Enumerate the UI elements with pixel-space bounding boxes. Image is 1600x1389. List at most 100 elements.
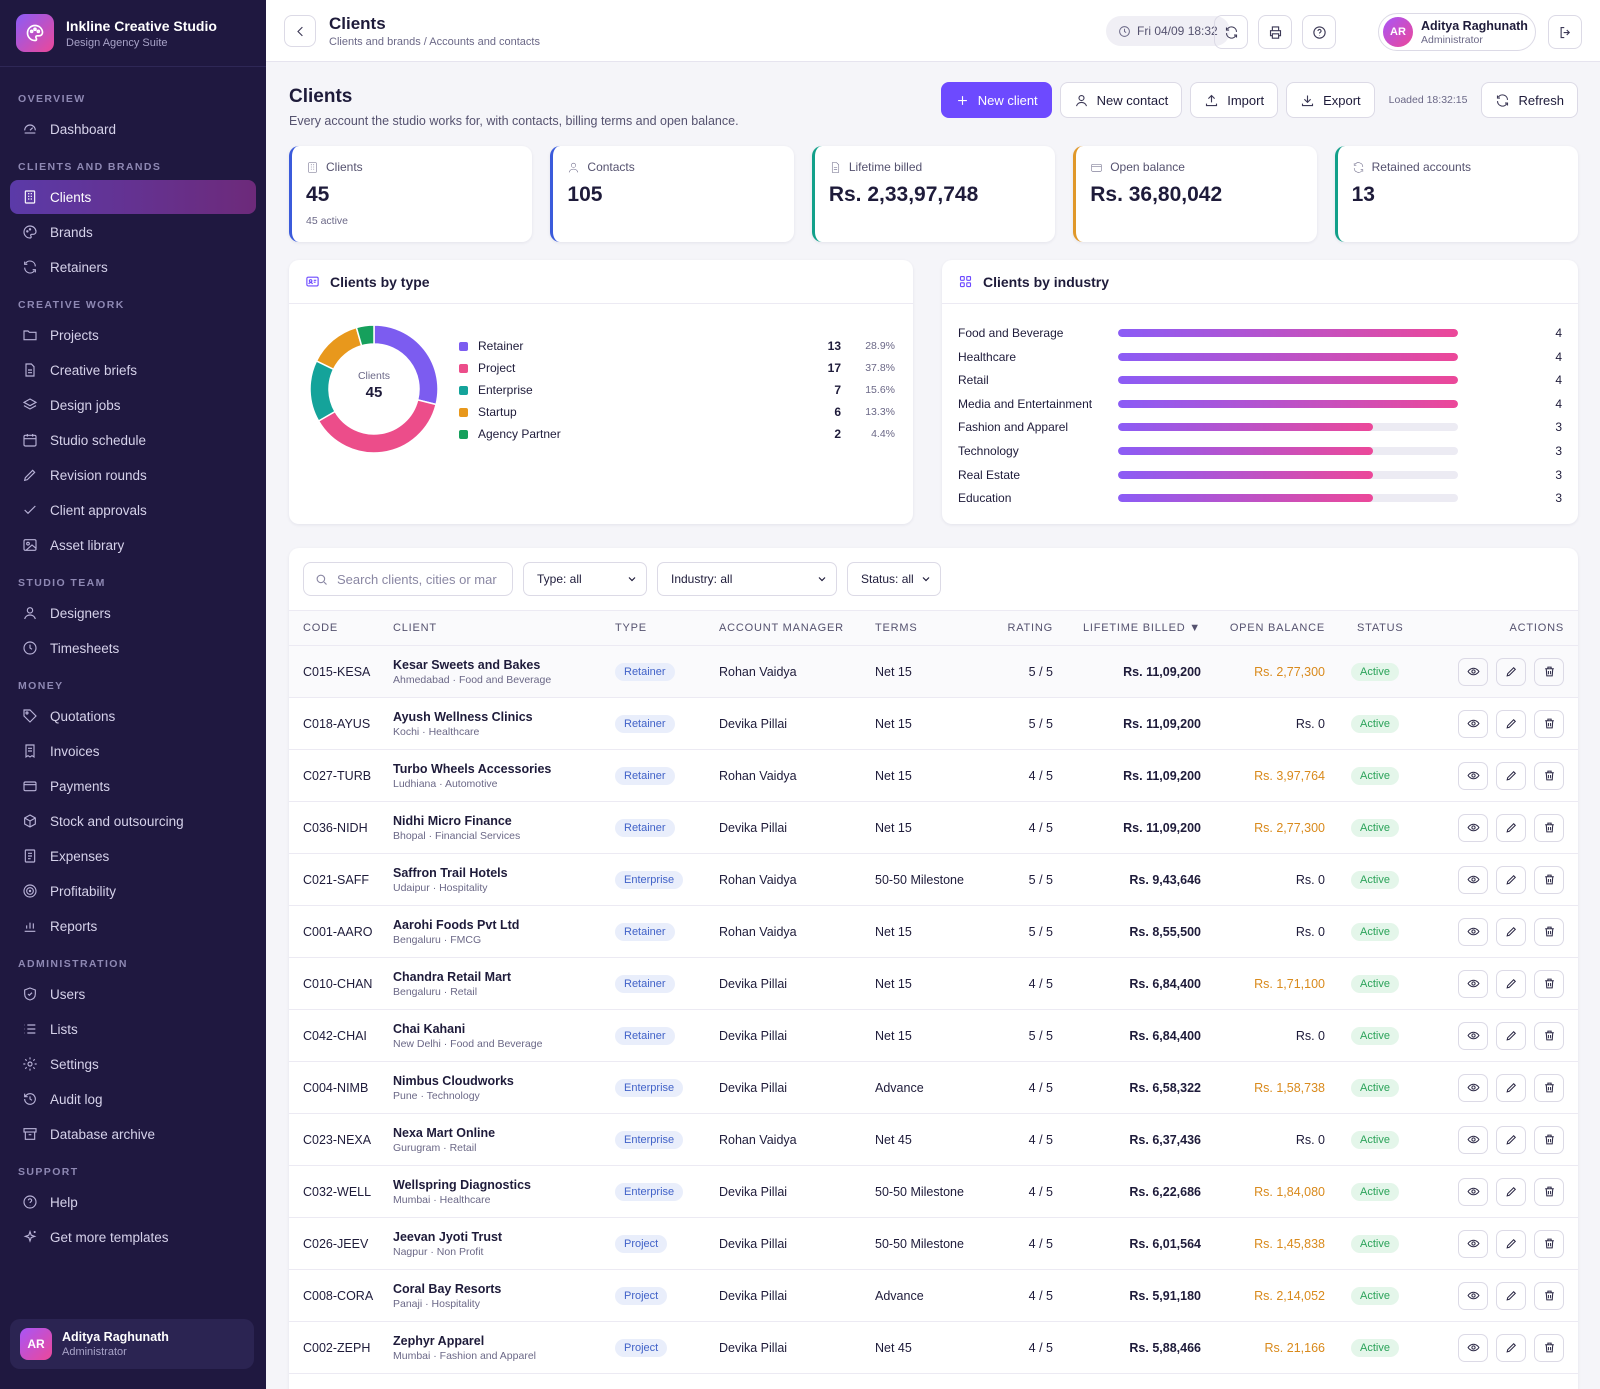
table-row[interactable]: C027-TURB Turbo Wheels Accessories Ludhia… [289, 750, 1578, 802]
import-button[interactable]: Import [1190, 82, 1279, 118]
sidebar-user-card[interactable]: AR Aditya Raghunath Administrator [10, 1319, 254, 1369]
new-client-button[interactable]: New client [940, 82, 1052, 118]
back-button[interactable] [284, 15, 316, 47]
view-button[interactable] [1458, 917, 1488, 946]
delete-button[interactable] [1534, 1073, 1564, 1102]
delete-button[interactable] [1534, 709, 1564, 738]
client-name[interactable]: Coral Bay Resorts [393, 1281, 502, 1296]
client-name[interactable]: Zephyr Apparel [393, 1333, 485, 1348]
delete-button[interactable] [1534, 761, 1564, 790]
sidebar-item-reports[interactable]: Reports [10, 909, 256, 943]
view-button[interactable] [1458, 1177, 1488, 1206]
sidebar-item-designers[interactable]: Designers [10, 596, 256, 630]
status-filter-select[interactable]: Status: all [847, 562, 941, 596]
table-row[interactable]: C008-CORA Coral Bay Resorts Panaji · Hosp… [289, 1270, 1578, 1322]
industry-filter-select[interactable]: Industry: all [657, 562, 837, 596]
edit-button[interactable] [1496, 917, 1526, 946]
col-rating[interactable]: RATING [1007, 622, 1053, 634]
delete-button[interactable] [1534, 1177, 1564, 1206]
view-button[interactable] [1458, 865, 1488, 894]
sidebar-item-settings[interactable]: Settings [10, 1047, 256, 1081]
sidebar-item-audit-log[interactable]: Audit log [10, 1082, 256, 1116]
table-row[interactable]: C004-NIMB Nimbus Cloudworks Pune · Techno… [289, 1062, 1578, 1114]
table-row[interactable]: C001-AARO Aarohi Foods Pvt Ltd Bengaluru … [289, 906, 1578, 958]
client-name[interactable]: Chai Kahani [393, 1021, 466, 1036]
client-name[interactable]: Kesar Sweets and Bakes [393, 657, 541, 672]
client-name[interactable]: Wellspring Diagnostics [393, 1177, 531, 1192]
delete-button[interactable] [1534, 865, 1564, 894]
col-open-balance[interactable]: OPEN BALANCE [1229, 622, 1325, 634]
delete-button[interactable] [1534, 969, 1564, 998]
view-button[interactable] [1458, 657, 1488, 686]
search-input[interactable]: Search clients, cities or mar [303, 562, 513, 596]
delete-button[interactable] [1534, 1125, 1564, 1154]
sidebar-item-quotations[interactable]: Quotations [10, 699, 256, 733]
delete-button[interactable] [1534, 1281, 1564, 1310]
donut-segment-startup[interactable] [315, 326, 363, 371]
sidebar-item-profitability[interactable]: Profitability [10, 874, 256, 908]
logout-button[interactable] [1548, 15, 1582, 49]
user-menu[interactable]: AR Aditya Raghunath Administrator [1378, 13, 1536, 51]
sidebar-item-get-more-templates[interactable]: Get more templates [10, 1220, 256, 1254]
table-row[interactable]: C015-KESA Kesar Sweets and Bakes Ahmedaba… [289, 646, 1578, 698]
sidebar-item-stock-and-outsourcing[interactable]: Stock and outsourcing [10, 804, 256, 838]
edit-button[interactable] [1496, 1229, 1526, 1258]
sidebar-item-revision-rounds[interactable]: Revision rounds [10, 458, 256, 492]
edit-button[interactable] [1496, 1073, 1526, 1102]
delete-button[interactable] [1534, 917, 1564, 946]
sidebar-item-database-archive[interactable]: Database archive [10, 1117, 256, 1151]
delete-button[interactable] [1534, 1021, 1564, 1050]
client-name[interactable]: Nexa Mart Online [393, 1125, 496, 1140]
sync-button[interactable] [1214, 15, 1248, 49]
view-button[interactable] [1458, 709, 1488, 738]
delete-button[interactable] [1534, 1333, 1564, 1362]
edit-button[interactable] [1496, 1125, 1526, 1154]
sidebar-item-payments[interactable]: Payments [10, 769, 256, 803]
sidebar-item-timesheets[interactable]: Timesheets [10, 631, 256, 665]
table-row[interactable]: C021-SAFF Saffron Trail Hotels Udaipur · … [289, 854, 1578, 906]
sidebar-item-design-jobs[interactable]: Design jobs [10, 388, 256, 422]
type-filter-select[interactable]: Type: all [523, 562, 647, 596]
table-row[interactable]: C032-WELL Wellspring Diagnostics Mumbai ·… [289, 1166, 1578, 1218]
sidebar-item-expenses[interactable]: Expenses [10, 839, 256, 873]
view-button[interactable] [1458, 969, 1488, 998]
sidebar-item-help[interactable]: Help [10, 1185, 256, 1219]
edit-button[interactable] [1496, 709, 1526, 738]
sidebar-item-lists[interactable]: Lists [10, 1012, 256, 1046]
col-lifetime-billed[interactable]: LIFETIME BILLED ▼ [1082, 622, 1201, 634]
delete-button[interactable] [1534, 813, 1564, 842]
sidebar-item-retainers[interactable]: Retainers [10, 250, 256, 284]
edit-button[interactable] [1496, 969, 1526, 998]
view-button[interactable] [1458, 813, 1488, 842]
table-row[interactable]: C018-AYUS Ayush Wellness Clinics Kochi · … [289, 698, 1578, 750]
sidebar-item-client-approvals[interactable]: Client approvals [10, 493, 256, 527]
table-row[interactable]: C010-CHAN Chandra Retail Mart Bengaluru ·… [289, 958, 1578, 1010]
table-row[interactable]: C026-JEEV Jeevan Jyoti Trust Nagpur · Non… [289, 1218, 1578, 1270]
sidebar-item-users[interactable]: Users [10, 977, 256, 1011]
edit-button[interactable] [1496, 1021, 1526, 1050]
view-button[interactable] [1458, 1281, 1488, 1310]
edit-button[interactable] [1496, 865, 1526, 894]
help-button[interactable] [1302, 15, 1336, 49]
col-type[interactable]: TYPE [615, 622, 647, 634]
client-name[interactable]: Saffron Trail Hotels [393, 865, 508, 880]
edit-button[interactable] [1496, 1177, 1526, 1206]
donut-segment-agency-partner[interactable] [355, 324, 375, 347]
table-row[interactable]: C036-NIDH Nidhi Micro Finance Bhopal · Fi… [289, 802, 1578, 854]
sidebar-item-brands[interactable]: Brands [10, 215, 256, 249]
view-button[interactable] [1458, 761, 1488, 790]
sidebar-item-studio-schedule[interactable]: Studio schedule [10, 423, 256, 457]
client-name[interactable]: Nimbus Cloudworks [393, 1073, 514, 1088]
sidebar-item-creative-briefs[interactable]: Creative briefs [10, 353, 256, 387]
client-name[interactable]: Jeevan Jyoti Trust [393, 1229, 503, 1244]
view-button[interactable] [1458, 1021, 1488, 1050]
new-contact-button[interactable]: New contact [1059, 82, 1183, 118]
sidebar-item-asset-library[interactable]: Asset library [10, 528, 256, 562]
client-name[interactable]: Aarohi Foods Pvt Ltd [393, 917, 520, 932]
donut-segment-project[interactable] [317, 398, 438, 454]
print-button[interactable] [1258, 15, 1292, 49]
edit-button[interactable] [1496, 813, 1526, 842]
col-code[interactable]: CODE [303, 622, 338, 634]
view-button[interactable] [1458, 1229, 1488, 1258]
sidebar-item-clients[interactable]: Clients [10, 180, 256, 214]
